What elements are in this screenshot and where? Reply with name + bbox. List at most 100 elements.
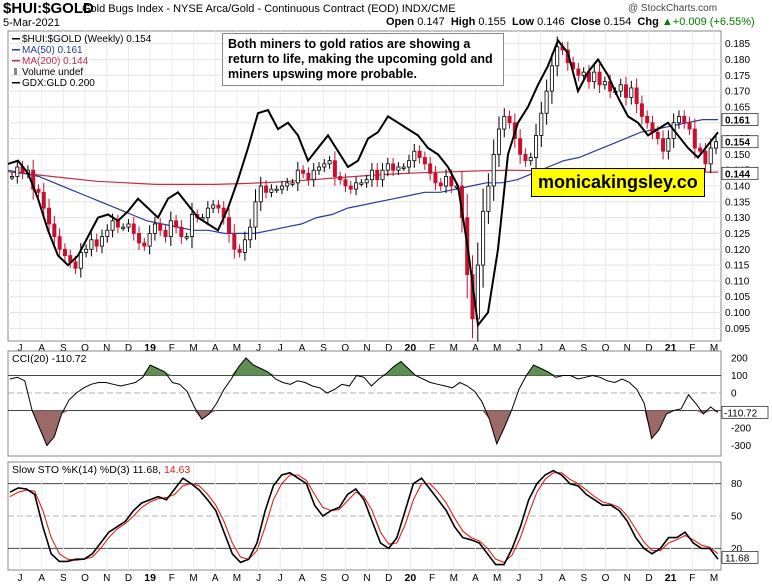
candle-down bbox=[174, 220, 179, 228]
price-value-tag-box bbox=[721, 135, 759, 149]
price-x-tick: M bbox=[233, 343, 241, 354]
open-value: 0.147 bbox=[417, 16, 445, 28]
bottom-x-tick: J bbox=[538, 573, 543, 584]
candle-down bbox=[232, 233, 237, 250]
candle-up bbox=[327, 160, 332, 165]
price-x-tick: J bbox=[538, 343, 543, 354]
sto-tag-box bbox=[721, 550, 759, 564]
candle-down bbox=[428, 163, 433, 174]
price-value-tag-box bbox=[721, 166, 759, 180]
bottom-x-tick: M bbox=[450, 573, 458, 584]
sto-value-tag: 11.68 bbox=[721, 550, 759, 564]
candle-down bbox=[179, 226, 184, 238]
candle-down bbox=[523, 153, 528, 162]
candle-down bbox=[634, 87, 639, 105]
bottom-x-tick: D bbox=[385, 573, 392, 584]
cci-tag-text: -110.72 bbox=[724, 408, 758, 419]
candle-up bbox=[528, 157, 533, 162]
gdx-gld-path bbox=[7, 38, 719, 328]
candle-up bbox=[481, 210, 486, 266]
candle-down bbox=[301, 169, 306, 174]
price-x-tick: A bbox=[212, 343, 219, 354]
chg-label: Chg bbox=[637, 16, 659, 28]
candle-up bbox=[534, 134, 539, 158]
candle-up bbox=[279, 185, 284, 190]
bottom-x-tick: J bbox=[18, 573, 23, 584]
bottom-x-tick: D bbox=[125, 573, 132, 584]
candle-up bbox=[110, 220, 115, 231]
bottom-x-tick: O bbox=[341, 573, 349, 584]
candle-up bbox=[89, 239, 94, 250]
chart-date: 5-Mar-2021 bbox=[3, 17, 60, 29]
price-value-tag: 0.154 bbox=[725, 138, 750, 149]
price-x-tick: M bbox=[710, 343, 718, 354]
candle-up bbox=[147, 233, 152, 247]
price-x-tick: S bbox=[60, 343, 67, 354]
price-y-tick: 0.100 bbox=[725, 308, 750, 319]
price-x-tick: N bbox=[363, 343, 370, 354]
cci-overbought-fill bbox=[10, 358, 718, 376]
candle-down bbox=[343, 179, 348, 187]
candle-up bbox=[354, 182, 359, 190]
price-x-tick: 20 bbox=[405, 342, 417, 354]
candle-down bbox=[163, 229, 168, 238]
stockcharts-credit[interactable]: @ StockCharts.com bbox=[628, 3, 718, 14]
candle-up bbox=[708, 147, 713, 165]
bottom-x-tick: J bbox=[516, 573, 521, 584]
legend-main: $HUI:$GOLD (Weekly) 0.154 bbox=[22, 34, 152, 45]
candle-up bbox=[211, 204, 216, 209]
candle-up bbox=[269, 188, 274, 193]
candle-up bbox=[369, 169, 374, 181]
price-x-tick: A bbox=[472, 343, 479, 354]
price-value-tag-box bbox=[721, 113, 759, 126]
price-x-tick: 19 bbox=[144, 342, 156, 354]
open-label: Open bbox=[386, 16, 415, 28]
candle-up bbox=[9, 176, 14, 179]
candle-down bbox=[52, 223, 57, 238]
bottom-x-tick: A bbox=[299, 573, 306, 584]
price-x-tick: D bbox=[125, 343, 132, 354]
price-x-tick: M bbox=[450, 343, 458, 354]
candle-up bbox=[602, 81, 607, 86]
candle-down bbox=[661, 138, 666, 152]
cci-y-tick: 200 bbox=[731, 354, 748, 365]
bottom-x-tick: F bbox=[169, 573, 175, 584]
bottom-x-tick: D bbox=[645, 573, 652, 584]
price-x-tick: M bbox=[493, 343, 501, 354]
candle-up bbox=[105, 229, 110, 238]
candle-up bbox=[364, 179, 369, 184]
bottom-x-tick: M bbox=[493, 573, 501, 584]
cci-line bbox=[9, 357, 719, 447]
sto-tag-text: 11.68 bbox=[725, 553, 750, 564]
price-x-tick: D bbox=[385, 343, 392, 354]
candle-down bbox=[73, 261, 78, 269]
candle-up bbox=[549, 65, 554, 92]
close-value: 0.154 bbox=[603, 16, 632, 28]
price-x-axis: J A S O N D 19 F M A M J J A S O N D 20 F M A M J J A S O N D 21 F M bbox=[18, 342, 719, 354]
price-y-tick: 0.135 bbox=[725, 197, 750, 208]
low-value: 0.146 bbox=[537, 16, 565, 28]
legend-swatch-ma200 bbox=[12, 60, 20, 62]
candle-up bbox=[285, 182, 290, 187]
candle-up bbox=[396, 166, 401, 171]
candle-down bbox=[227, 217, 232, 234]
brand-watermark[interactable]: monicakingsley.co bbox=[531, 168, 705, 197]
candle-up bbox=[295, 169, 300, 184]
bottom-x-tick: J bbox=[278, 573, 283, 584]
price-x-tick: O bbox=[81, 343, 89, 354]
candle-down bbox=[391, 163, 396, 171]
price-x-tick: J bbox=[278, 343, 283, 354]
price-x-tick: A bbox=[38, 343, 45, 354]
chg-arrow: ▲ bbox=[661, 16, 673, 28]
sto-k-line bbox=[9, 469, 719, 566]
cci-panel bbox=[7, 350, 722, 457]
bottom-x-tick: A bbox=[38, 573, 45, 584]
candle-up bbox=[406, 160, 411, 168]
candle-up bbox=[152, 223, 157, 234]
bottom-x-tick: 20 bbox=[405, 572, 417, 584]
candle-up bbox=[444, 176, 449, 187]
candle-up bbox=[253, 201, 258, 228]
candle-up bbox=[380, 169, 385, 181]
candle-down bbox=[41, 191, 46, 209]
